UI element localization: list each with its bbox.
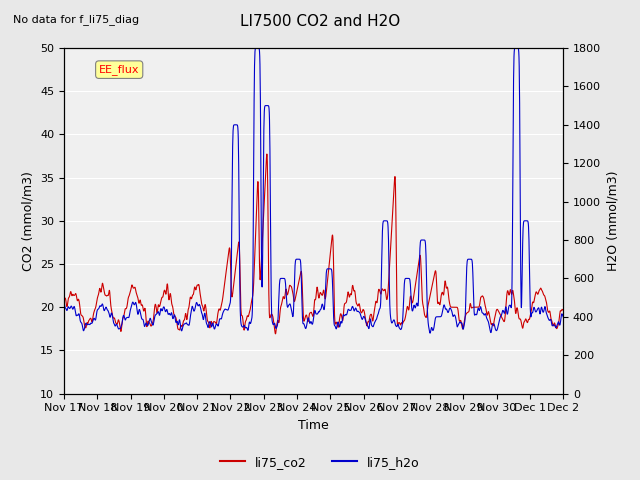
Y-axis label: CO2 (mmol/m3): CO2 (mmol/m3): [22, 171, 35, 271]
Y-axis label: H2O (mmol/m3): H2O (mmol/m3): [607, 170, 620, 271]
Text: LI7500 CO2 and H2O: LI7500 CO2 and H2O: [240, 14, 400, 29]
Text: No data for f_li75_diag: No data for f_li75_diag: [13, 14, 139, 25]
X-axis label: Time: Time: [298, 419, 329, 432]
Text: EE_flux: EE_flux: [99, 64, 140, 75]
Legend: li75_co2, li75_h2o: li75_co2, li75_h2o: [215, 451, 425, 474]
